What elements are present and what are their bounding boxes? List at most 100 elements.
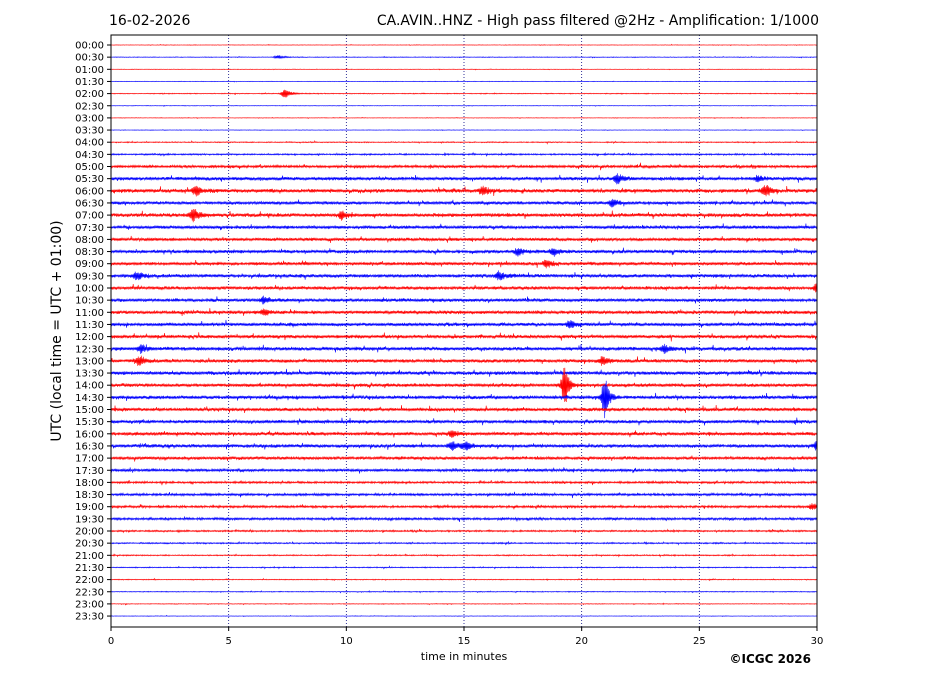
row-label: 23:30 (75, 612, 104, 623)
row-label: 20:00 (75, 527, 104, 538)
row-label: 15:00 (75, 405, 104, 416)
row-label: 11:00 (75, 308, 104, 319)
trace-2200 (111, 577, 817, 582)
row-label: 13:00 (75, 356, 104, 367)
row-label: 12:30 (75, 344, 104, 355)
trace-1100 (111, 308, 817, 316)
trace-2100 (111, 553, 817, 558)
row-label: 04:00 (75, 138, 104, 149)
trace-0400 (111, 140, 817, 145)
vertical-grid (228, 35, 700, 627)
trace-1600 (111, 430, 817, 438)
row-label: 13:30 (75, 369, 104, 380)
chart-title: CA.AVIN..HNZ - High pass filtered @2Hz -… (377, 13, 819, 29)
row-label: 21:00 (75, 551, 104, 562)
row-label: 14:30 (75, 393, 104, 404)
row-label: 08:30 (75, 247, 104, 258)
plot-frame (110, 34, 818, 628)
x-tick-label: 0 (108, 636, 114, 647)
trace-1630 (111, 440, 817, 451)
trace-1430 (111, 380, 817, 419)
row-label: 23:00 (75, 599, 104, 610)
row-label: 02:30 (75, 101, 104, 112)
trace-0100 (111, 68, 817, 71)
x-axis-label: time in minutes (421, 650, 508, 663)
row-label: 11:30 (75, 320, 104, 331)
trace-0500 (111, 162, 817, 171)
trace-1800 (111, 479, 817, 486)
trace-1130 (111, 319, 817, 329)
trace-1700 (111, 455, 817, 462)
trace-2230 (111, 590, 817, 594)
row-label: 22:30 (75, 587, 104, 598)
trace-0630 (111, 198, 817, 208)
row-label: 00:30 (75, 53, 104, 64)
trace-2330 (111, 614, 817, 618)
trace-1330 (111, 368, 817, 377)
trace-0000 (111, 43, 817, 47)
row-label: 06:00 (75, 186, 104, 197)
trace-0730 (111, 223, 817, 231)
trace-0530 (111, 173, 817, 185)
row-label: 05:30 (75, 174, 104, 185)
row-label: 07:30 (75, 223, 104, 234)
trace-0430 (111, 151, 817, 158)
row-label: 18:30 (75, 490, 104, 501)
row-label: 03:30 (75, 126, 104, 137)
trace-0600 (111, 185, 817, 197)
trace-0330 (111, 128, 817, 132)
trace-1030 (111, 295, 817, 305)
row-label: 14:00 (75, 381, 104, 392)
trace-0030 (111, 55, 817, 60)
trace-1400 (111, 367, 817, 402)
row-label: 21:30 (75, 563, 104, 574)
row-label: 16:00 (75, 429, 104, 440)
row-label: 01:30 (75, 77, 104, 88)
row-label: 17:30 (75, 466, 104, 477)
trace-2130 (111, 565, 817, 570)
trace-0700 (111, 208, 817, 223)
trace-1830 (111, 491, 817, 499)
row-label: 20:30 (75, 539, 104, 550)
trace-1730 (111, 467, 817, 474)
row-label: 19:00 (75, 502, 104, 513)
trace-1900 (111, 503, 817, 510)
row-label: 09:00 (75, 259, 104, 270)
row-label: 12:00 (75, 332, 104, 343)
date-label: 16-02-2026 (109, 13, 190, 29)
trace-0830 (111, 247, 817, 257)
row-label: 16:30 (75, 441, 104, 452)
trace-2300 (111, 602, 817, 606)
x-tick-label: 25 (693, 636, 706, 647)
row-label: 01:00 (75, 65, 104, 76)
row-label: 10:30 (75, 296, 104, 307)
row-label: 09:30 (75, 271, 104, 282)
trace-1530 (111, 417, 817, 426)
row-label: 15:30 (75, 417, 104, 428)
trace-1000 (111, 283, 817, 293)
row-label: 00:00 (75, 41, 104, 52)
row-label: 17:00 (75, 454, 104, 465)
row-label: 18:00 (75, 478, 104, 489)
copyright-label: ©ICGC 2026 (729, 652, 811, 666)
trace-1930 (111, 516, 817, 523)
x-tick-label: 30 (811, 636, 824, 647)
row-label: 07:00 (75, 211, 104, 222)
trace-1230 (111, 343, 817, 355)
x-tick-label: 15 (458, 636, 471, 647)
row-label: 02:00 (75, 89, 104, 100)
trace-0130 (111, 80, 817, 83)
y-axis-label: UTC (local time = UTC + 01:00) (49, 220, 65, 441)
x-tick-label: 20 (575, 636, 588, 647)
seismic-traces (111, 43, 817, 618)
trace-0900 (111, 259, 817, 269)
row-label: 05:00 (75, 162, 104, 173)
trace-1300 (111, 355, 817, 366)
trace-0200 (111, 89, 817, 98)
trace-1200 (111, 332, 817, 342)
trace-0800 (111, 235, 817, 244)
row-label: 19:30 (75, 514, 104, 525)
trace-1500 (111, 404, 817, 414)
